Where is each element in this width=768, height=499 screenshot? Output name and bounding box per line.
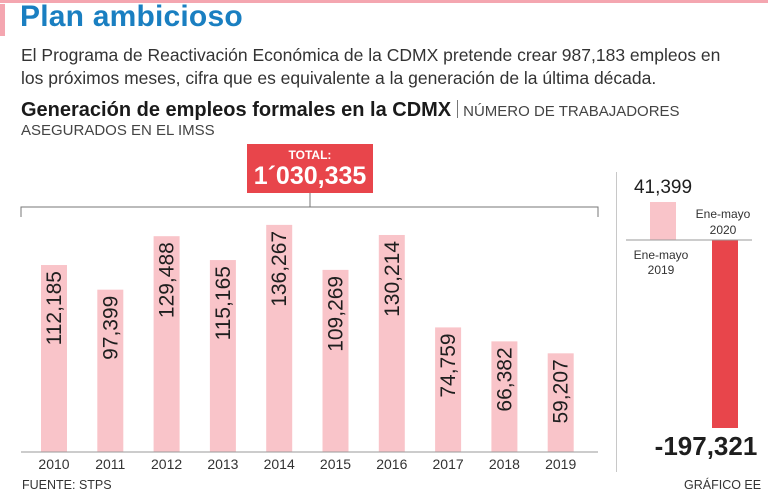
- bar-value-2011: 97,399: [99, 296, 122, 360]
- total-box: TOTAL: 1´030,335: [247, 144, 373, 193]
- bar-value-2019: 59,207: [550, 359, 573, 423]
- total-label: TOTAL:: [288, 148, 332, 162]
- bar-2011: [97, 289, 124, 452]
- bar-2017: [435, 327, 462, 452]
- bar-2019: [547, 353, 574, 452]
- label-enemayo-2019-line1: Ene-mayo: [634, 248, 689, 262]
- unit-label: NÚMERO DE TRABAJADORES: [463, 103, 680, 120]
- bar-value-2010: 112,185: [43, 271, 66, 345]
- value-enemayo-2020: -197,321: [655, 431, 758, 461]
- year-label-2013: 2013: [207, 456, 238, 472]
- title-separator: [457, 100, 459, 118]
- bar-value-2017: 74,759: [437, 333, 460, 397]
- bar-value-2015: 109,269: [325, 276, 348, 352]
- bar-2018: [491, 341, 518, 452]
- label-enemayo-2019-line2: 2019: [648, 263, 675, 277]
- headline: Plan ambicioso: [20, 0, 243, 33]
- total-bracket: [20, 206, 599, 217]
- bar-value-2018: 66,382: [493, 347, 516, 411]
- source-note: FUENTE: STPS: [22, 478, 112, 492]
- intro-paragraph: El Programa de Reactivación Económica de…: [21, 45, 721, 88]
- chart-title-text: Generación de empleos formales en la CDM…: [21, 99, 452, 121]
- label-enemayo-2020-line2: 2020: [710, 223, 737, 237]
- chart-title: Generación de empleos formales en la CDM…: [21, 98, 761, 124]
- year-label-2019: 2019: [545, 456, 576, 472]
- bar-2015: [322, 269, 349, 452]
- bar-value-2014: 136,267: [268, 231, 291, 307]
- total-value: 1´030,335: [253, 162, 367, 190]
- value-enemayo-2019: 41,399: [634, 177, 692, 198]
- left-accent-tick: [0, 4, 5, 36]
- bar-2014: [266, 224, 293, 452]
- label-enemayo-2020-line1: Ene-mayo: [696, 207, 751, 221]
- bar-enemayo-2020: [712, 240, 738, 428]
- year-label-2016: 2016: [376, 456, 407, 472]
- year-label-2010: 2010: [38, 456, 69, 472]
- year-label-2011: 2011: [95, 456, 125, 472]
- year-label-2014: 2014: [264, 456, 295, 472]
- bar-enemayo-2019: [650, 202, 676, 240]
- year-label-2015: 2015: [320, 456, 351, 472]
- bar-2016: [378, 234, 405, 452]
- bar-2010: [41, 265, 67, 452]
- top-accent-bar: [0, 0, 768, 3]
- year-label-2017: 2017: [433, 456, 464, 472]
- panel-divider: [616, 172, 617, 472]
- year-label-2018: 2018: [489, 456, 520, 472]
- bar-value-2013: 115,165: [212, 266, 235, 340]
- year-label-2012: 2012: [151, 456, 182, 472]
- bar-2012: [153, 236, 180, 452]
- bar-value-2012: 129,488: [156, 242, 179, 318]
- bar-value-2016: 130,214: [381, 241, 404, 317]
- credit-note: GRÁFICO EE: [684, 478, 762, 492]
- bar-2013: [209, 260, 236, 452]
- unit-label-2: ASEGURADOS EN EL IMSS: [21, 122, 215, 139]
